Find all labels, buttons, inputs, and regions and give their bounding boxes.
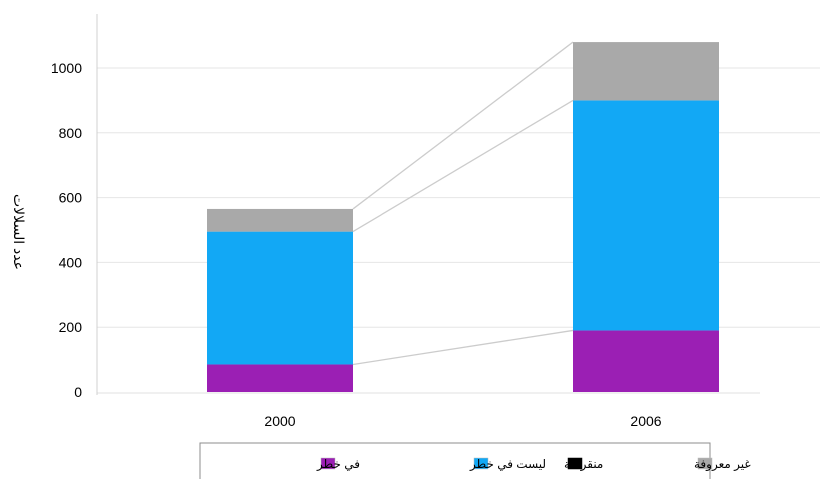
bar-segment (207, 364, 353, 392)
legend-label: في خطر (316, 457, 360, 472)
connector-line (352, 41, 574, 210)
x-tick-label: 2000 (264, 413, 295, 429)
y-tick-label: 400 (59, 254, 83, 270)
legend-swatch (697, 457, 713, 470)
legend-label: ليست في خطر (469, 457, 546, 472)
legend-swatch (473, 457, 489, 470)
bar-segment (573, 42, 719, 101)
y-tick-label: 0 (74, 384, 82, 400)
y-axis-label: عدد السلالات (11, 194, 27, 270)
legend-swatch (567, 457, 583, 470)
legend-box (199, 442, 711, 484)
y-tick-label: 600 (59, 190, 83, 206)
connector-line (352, 329, 574, 366)
bar-segment (573, 100, 719, 331)
legend: غير معروفة منقرضة ليست في خطر في خطر (199, 442, 751, 484)
y-tick-labels: 0 200 400 600 800 1000 (51, 60, 82, 400)
legend-swatch (320, 457, 336, 470)
connector-line (352, 99, 574, 233)
y-tick-label: 800 (59, 125, 83, 141)
x-tick-labels: 2000 2006 (264, 413, 661, 429)
bar-segment (573, 330, 719, 392)
x-tick-label: 2006 (630, 413, 661, 429)
bar-segment (207, 231, 353, 365)
connector-lines (352, 41, 574, 366)
y-tick-label: 1000 (51, 60, 82, 76)
bar-segment (207, 208, 353, 232)
legend-label: غير معروفة (694, 457, 751, 472)
legend-label: منقرضة (564, 457, 603, 472)
bars (207, 42, 719, 392)
y-tick-label: 200 (59, 319, 83, 335)
